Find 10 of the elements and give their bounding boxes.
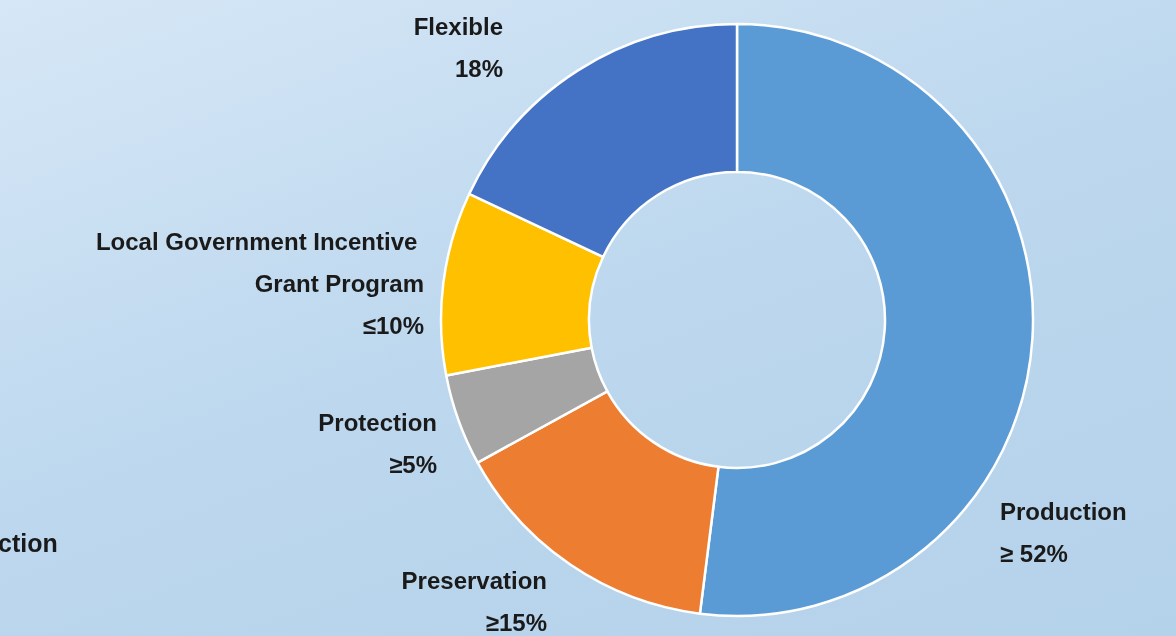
data-label: ≥5%	[389, 450, 437, 478]
slice-label: Production	[1000, 497, 1127, 525]
data-label: ≤10%	[362, 311, 424, 339]
data-label: 18%	[454, 54, 503, 82]
slice-label: Preservation	[401, 566, 547, 594]
slice-label: Flexible	[413, 12, 503, 40]
data-label: ≥ 52%	[1000, 539, 1068, 567]
slice-label: Protection	[318, 408, 437, 436]
data-label: ≥15%	[485, 608, 547, 636]
slice-label: Local Government Incentive Grant Program	[95, 227, 424, 297]
